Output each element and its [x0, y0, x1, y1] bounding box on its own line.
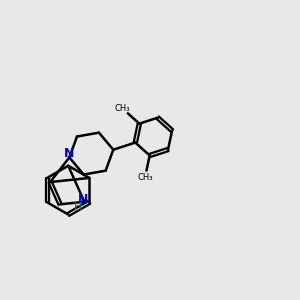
Text: N: N: [78, 193, 88, 206]
Text: CH₃: CH₃: [137, 173, 153, 182]
Text: H: H: [74, 202, 82, 212]
Text: N: N: [64, 147, 74, 161]
Text: CH₃: CH₃: [115, 104, 130, 113]
